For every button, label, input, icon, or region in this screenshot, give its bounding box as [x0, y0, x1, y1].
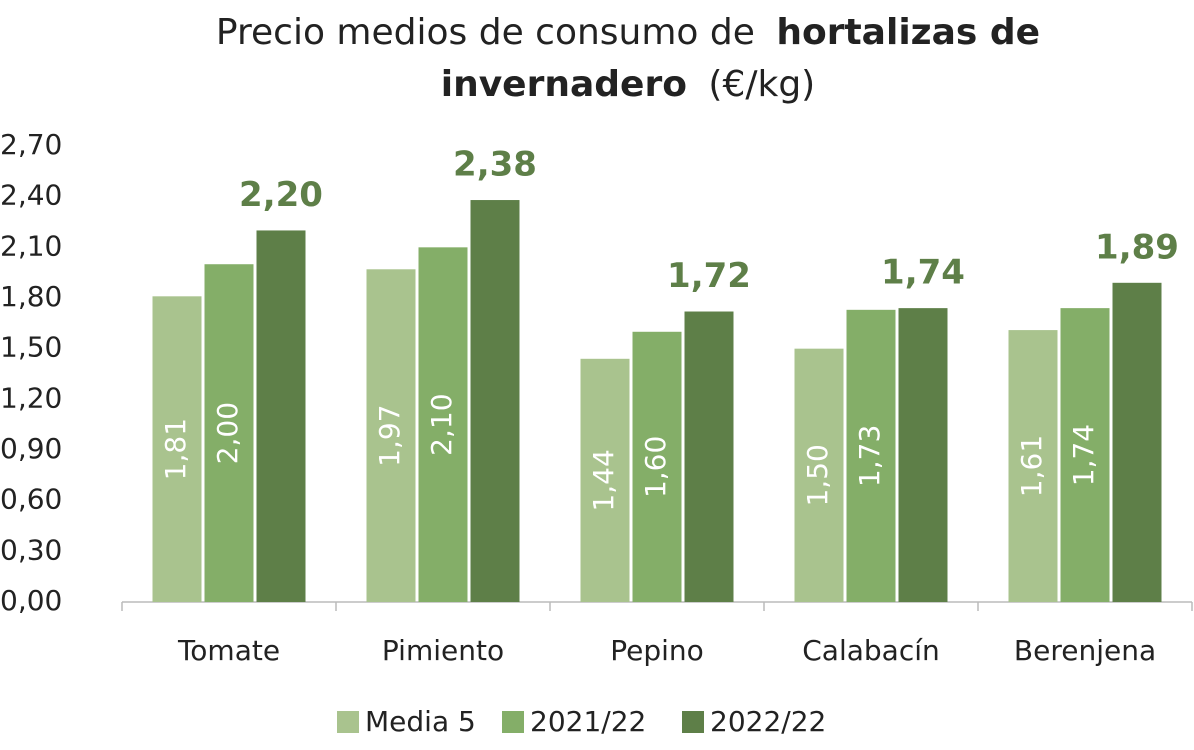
y-tick-label: 1,80 — [0, 280, 62, 313]
bar — [1060, 308, 1110, 602]
data-label: 2,00 — [211, 402, 244, 464]
data-label: 1,89 — [1095, 227, 1179, 267]
legend-label: 2022/22 — [710, 705, 826, 738]
bar — [1008, 330, 1058, 602]
bar — [256, 230, 306, 602]
legend-label: Media 5 — [365, 705, 476, 738]
data-label: 1,50 — [801, 444, 834, 506]
data-label: 1,60 — [639, 436, 672, 498]
bar — [684, 311, 734, 602]
title-part: hortalizas de — [776, 12, 1040, 53]
data-label: 1,61 — [1015, 435, 1048, 497]
legend-swatch — [682, 711, 704, 733]
data-label: 2,10 — [425, 393, 458, 455]
x-tick-label: Calabacín — [802, 634, 940, 667]
y-tick-label: 1,50 — [0, 331, 62, 364]
data-label: 1,74 — [881, 253, 965, 293]
bar — [898, 308, 948, 602]
chart-title-line: Precio medios de consumo de hortalizas d… — [216, 12, 1040, 53]
bar — [632, 331, 682, 602]
y-tick-label: 1,20 — [0, 381, 62, 414]
legend-swatch — [502, 711, 524, 733]
data-label: 1,97 — [373, 404, 406, 466]
bar — [580, 358, 630, 602]
data-label: 1,73 — [853, 425, 886, 487]
data-label: 1,44 — [587, 449, 620, 511]
y-tick-label: 2,70 — [0, 128, 62, 161]
bar — [152, 296, 202, 602]
y-tick-label: 0,30 — [0, 533, 62, 566]
bar — [794, 348, 844, 602]
bar — [846, 309, 896, 602]
title-part: Precio medios de consumo de — [216, 12, 755, 53]
data-label: 1,74 — [1067, 424, 1100, 486]
title-part: (€/kg) — [708, 64, 815, 105]
x-tick-label: Berenjena — [1014, 634, 1156, 667]
y-tick-label: 0,00 — [0, 584, 62, 617]
chart-title-line: invernadero (€/kg) — [441, 64, 815, 105]
y-tick-label: 2,40 — [0, 179, 62, 212]
bar — [470, 200, 520, 603]
legend-swatch — [337, 711, 359, 733]
x-tick-label: Pepino — [610, 634, 704, 667]
data-label: 2,38 — [453, 145, 537, 185]
bar — [366, 269, 416, 602]
y-tick-label: 2,10 — [0, 229, 62, 262]
y-tick-label: 0,90 — [0, 432, 62, 465]
data-label: 1,81 — [159, 418, 192, 480]
title-part: invernadero — [441, 64, 687, 105]
y-tick-label: 0,60 — [0, 483, 62, 516]
x-tick-label: Tomate — [177, 634, 280, 667]
data-label: 1,72 — [667, 256, 751, 296]
bar — [418, 247, 468, 603]
x-tick-label: Pimiento — [382, 634, 504, 667]
data-label: 2,20 — [239, 175, 323, 215]
bar — [1112, 282, 1162, 602]
bar — [204, 264, 254, 602]
legend-label: 2021/22 — [530, 705, 646, 738]
